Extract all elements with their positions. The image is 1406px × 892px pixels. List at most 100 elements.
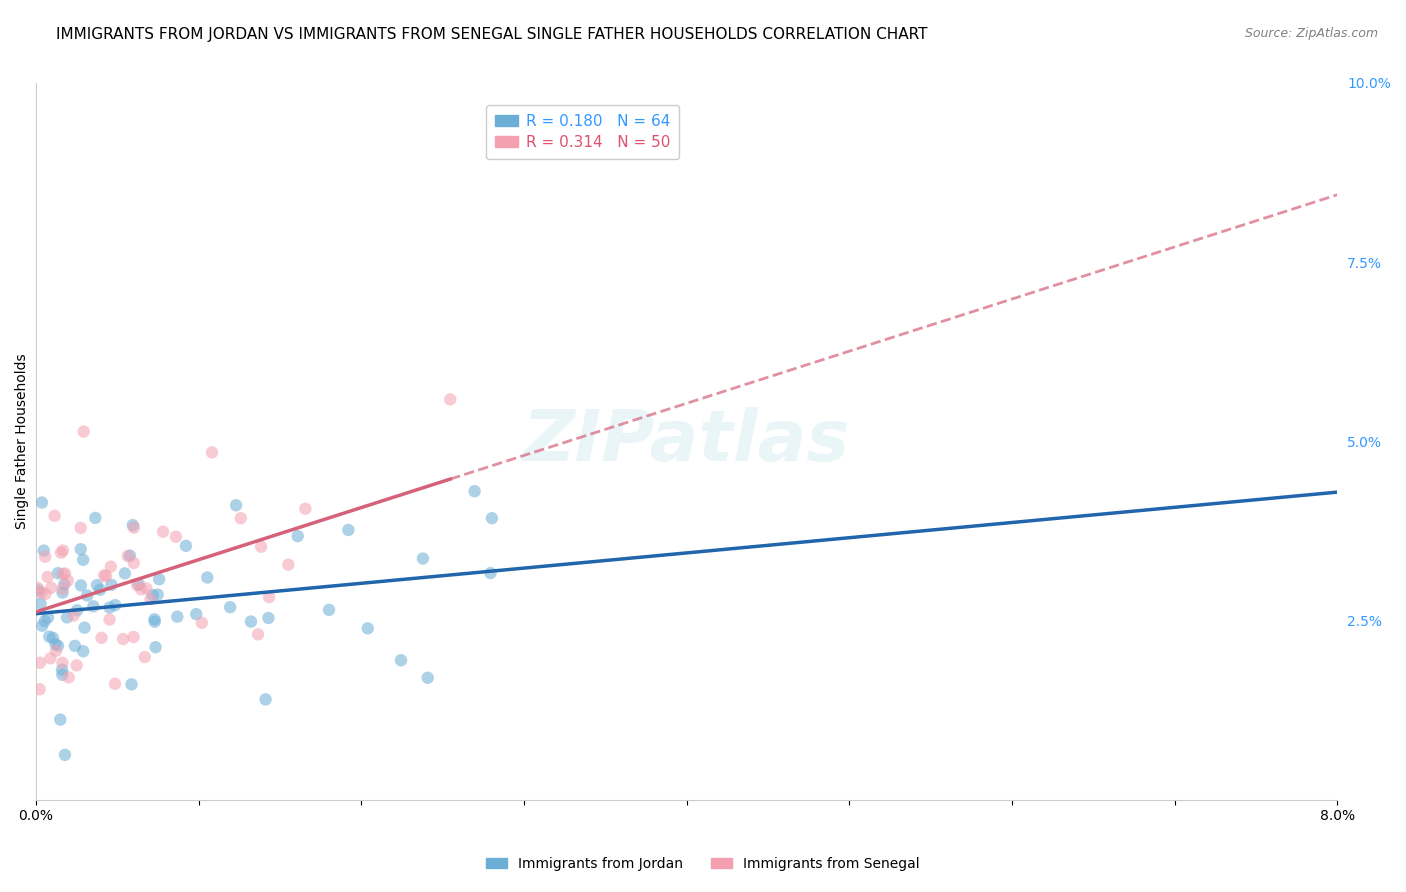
Point (34, 587, 56, 601)
Point (98, 613, 121, 627)
Point (52, 582, 75, 596)
Point (104, 598, 127, 612)
Y-axis label: Single Father Households: Single Father Households (15, 353, 30, 529)
Point (318, 603, 340, 617)
Point (114, 566, 136, 581)
Point (49, 546, 72, 560)
Point (70, 578, 93, 592)
Point (28, 656, 51, 670)
Point (38, 630, 60, 644)
Point (277, 558, 299, 572)
Point (73, 425, 96, 439)
Point (42, 631, 65, 645)
Point (191, 615, 214, 630)
Point (294, 501, 316, 516)
Point (117, 549, 139, 563)
Point (46, 639, 69, 653)
Point (51, 667, 73, 681)
Point (128, 577, 150, 591)
Point (139, 592, 162, 607)
Point (121, 518, 143, 533)
Point (89, 582, 111, 597)
Point (100, 578, 122, 592)
Point (257, 611, 280, 625)
Point (186, 607, 208, 621)
Point (66, 603, 89, 617)
Point (66, 658, 89, 673)
Point (56, 574, 79, 588)
Point (49, 713, 72, 727)
Point (51, 585, 73, 599)
Point (34, 549, 56, 564)
Point (63, 639, 86, 653)
Point (129, 582, 152, 597)
Point (30, 585, 52, 599)
Point (357, 621, 380, 635)
Point (82, 599, 104, 614)
Point (30, 597, 52, 611)
Point (287, 529, 309, 543)
Point (62, 608, 84, 623)
Text: IMMIGRANTS FROM JORDAN VS IMMIGRANTS FROM SENEGAL SINGLE FATHER HOUSEHOLDS CORRE: IMMIGRANTS FROM JORDAN VS IMMIGRANTS FRO… (56, 27, 928, 42)
Point (142, 588, 165, 602)
Point (69, 521, 91, 535)
Point (72, 644, 94, 658)
Point (464, 484, 486, 499)
Point (146, 588, 169, 602)
Point (31, 619, 53, 633)
Point (45, 644, 67, 658)
Point (53, 747, 76, 762)
Point (84, 511, 107, 525)
Point (37, 610, 59, 624)
Point (412, 551, 434, 566)
Point (134, 650, 156, 665)
Point (46, 566, 69, 581)
Point (93, 568, 115, 582)
Point (135, 582, 157, 596)
Point (143, 612, 166, 626)
Point (51, 656, 73, 670)
Point (122, 556, 145, 570)
Point (39, 651, 62, 665)
Point (86, 578, 108, 592)
Point (125, 578, 148, 592)
Point (166, 609, 188, 624)
Point (145, 640, 167, 655)
Point (250, 540, 273, 554)
Point (257, 590, 280, 604)
Point (112, 632, 135, 646)
Point (37, 570, 59, 584)
Point (148, 572, 170, 586)
Point (219, 600, 242, 615)
Point (152, 524, 174, 539)
Point (51, 663, 73, 677)
Point (229, 511, 252, 525)
Legend: R = 0.180   N = 64, R = 0.314   N = 50: R = 0.180 N = 64, R = 0.314 N = 50 (486, 105, 679, 160)
Point (69, 542, 91, 557)
Point (39, 581, 62, 595)
Point (104, 677, 127, 691)
Point (53, 566, 76, 581)
Point (94, 569, 117, 583)
Point (56, 610, 79, 624)
Point (72, 553, 94, 567)
Point (122, 630, 145, 644)
Point (254, 692, 277, 706)
Point (44, 637, 66, 651)
Point (479, 566, 502, 580)
Text: ZIPatlas: ZIPatlas (523, 407, 851, 475)
Point (165, 530, 187, 544)
Point (118, 549, 141, 563)
Point (32, 543, 55, 558)
Point (73, 621, 96, 635)
Point (416, 671, 439, 685)
Point (122, 520, 145, 534)
Point (28, 682, 51, 697)
Point (201, 445, 224, 459)
Point (44, 508, 66, 523)
Point (439, 392, 461, 407)
Point (240, 615, 263, 629)
Point (121, 677, 143, 691)
Point (481, 511, 503, 525)
Point (100, 559, 122, 574)
